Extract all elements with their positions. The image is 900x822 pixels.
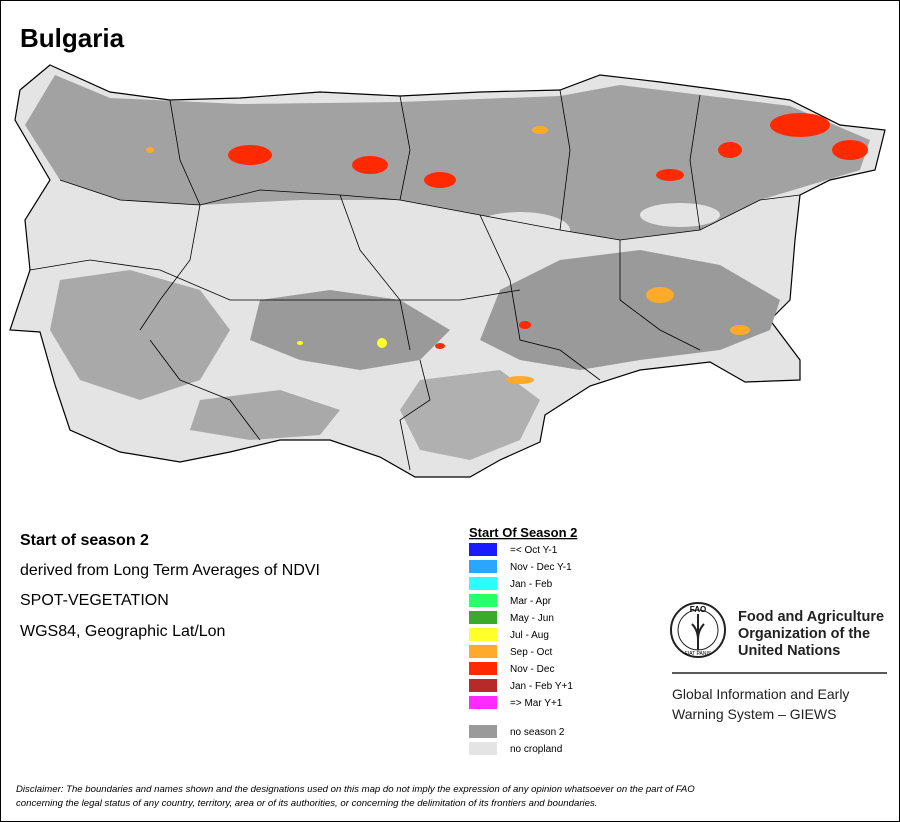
info-line: WGS84, Geographic Lat/Lon bbox=[20, 623, 225, 640]
logo-text: FAO bbox=[690, 605, 706, 614]
disclaimer-line: Disclaimer: The boundaries and names sho… bbox=[16, 784, 695, 795]
legend-item-label: =< Oct Y-1 bbox=[510, 545, 558, 556]
legend-item-label: => Mar Y+1 bbox=[510, 698, 563, 709]
legend-item-label: Jan - Feb bbox=[510, 579, 553, 590]
legend-item-label: Nov - Dec bbox=[510, 664, 554, 675]
legend-extra-label: no cropland bbox=[510, 744, 562, 755]
org-line: United Nations bbox=[738, 643, 840, 659]
logo-motto: FIAT PANIS bbox=[685, 651, 712, 657]
legend-item-swatch bbox=[469, 628, 497, 641]
system-line: Global Information and Early bbox=[672, 686, 849, 702]
info-line: Start of season 2 bbox=[20, 532, 149, 549]
org-line: Organization of the bbox=[738, 626, 870, 642]
legend-item-swatch bbox=[469, 560, 497, 573]
info-line: SPOT-VEGETATION bbox=[20, 592, 169, 609]
system-line: Warning System – GIEWS bbox=[672, 706, 836, 722]
legend-extra-label: no season 2 bbox=[510, 727, 565, 738]
legend-item-swatch bbox=[469, 543, 497, 556]
legend-item-swatch bbox=[469, 577, 497, 590]
legend-extra-swatch bbox=[469, 742, 497, 755]
legend-item-swatch bbox=[469, 594, 497, 607]
legend-item-label: Mar - Apr bbox=[510, 596, 552, 607]
legend-item-swatch bbox=[469, 611, 497, 624]
legend: Start Of Season 2 =< Oct Y-1 Nov - Dec Y-1… bbox=[469, 525, 577, 755]
legend-title: Start Of Season 2 bbox=[469, 525, 577, 540]
info-line: derived from Long Term Averages of NDVI bbox=[20, 562, 320, 579]
fao-logo: FAO FIAT PANIS bbox=[670, 602, 726, 658]
legend-item-label: Jan - Feb Y+1 bbox=[510, 681, 573, 692]
legend-item-swatch bbox=[469, 696, 497, 709]
info-block: Start of season 2 derived from Long Term … bbox=[20, 532, 320, 640]
legend-extra-swatch bbox=[469, 725, 497, 738]
legend-item-swatch bbox=[469, 679, 497, 692]
legend-item-label: May - Jun bbox=[510, 613, 554, 624]
org-line: Food and Agriculture bbox=[738, 609, 884, 625]
legend-item-label: Jul - Aug bbox=[510, 630, 549, 641]
legend-item-swatch bbox=[469, 645, 497, 658]
map-title: Bulgaria bbox=[20, 23, 125, 53]
disclaimer: Disclaimer: The boundaries and names sho… bbox=[16, 784, 695, 809]
legend-item-label: Sep - Oct bbox=[510, 647, 552, 658]
legend-item-label: Nov - Dec Y-1 bbox=[510, 562, 572, 573]
disclaimer-line: concerning the legal status of any count… bbox=[16, 798, 597, 809]
system-name: Global Information and Early Warning Syst… bbox=[672, 686, 849, 722]
legend-item-swatch bbox=[469, 662, 497, 675]
country-map bbox=[9, 64, 886, 478]
